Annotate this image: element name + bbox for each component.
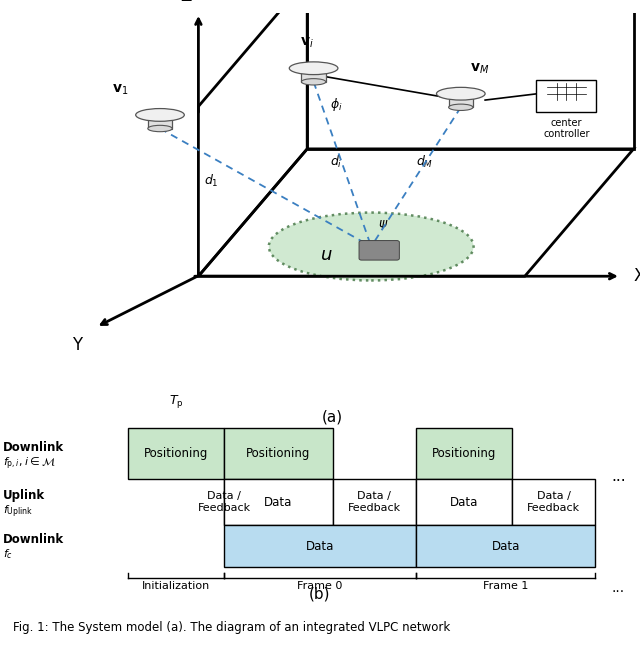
Ellipse shape: [289, 62, 338, 74]
Text: $f_{\mathrm{Uplink}}$: $f_{\mathrm{Uplink}}$: [3, 504, 33, 520]
Bar: [416, 428, 512, 479]
Text: $T_{\mathrm{p}}$: $T_{\mathrm{p}}$: [169, 393, 183, 410]
Text: Data: Data: [306, 539, 334, 552]
Text: Frame 1: Frame 1: [483, 581, 528, 591]
Text: $d_M$: $d_M$: [416, 153, 433, 170]
Text: Uplink: Uplink: [3, 489, 45, 502]
Text: Fig. 1: The System model (a). The diagram of an integrated VLPC network: Fig. 1: The System model (a). The diagra…: [13, 621, 450, 634]
Text: center
controller: center controller: [543, 118, 589, 140]
Text: Frame 0: Frame 0: [298, 581, 342, 591]
Ellipse shape: [436, 88, 485, 100]
Text: Data: Data: [264, 496, 292, 509]
Bar: [128, 428, 224, 479]
Bar: [148, 115, 172, 129]
Text: $d_i$: $d_i$: [330, 153, 342, 170]
Text: $\mathbf{v}_M$: $\mathbf{v}_M$: [470, 61, 490, 76]
Bar: [224, 428, 333, 479]
Text: $\phi_i$: $\phi_i$: [330, 96, 342, 113]
Text: Positioning: Positioning: [144, 447, 208, 460]
Text: Y: Y: [72, 336, 82, 354]
Text: Z: Z: [180, 0, 192, 5]
Ellipse shape: [148, 125, 172, 132]
Text: $\mathbf{v}_i$: $\mathbf{v}_i$: [300, 36, 314, 50]
Ellipse shape: [136, 108, 184, 121]
Bar: [301, 69, 326, 82]
Ellipse shape: [301, 78, 326, 85]
Text: Data /
Feedback: Data / Feedback: [527, 491, 580, 513]
Text: Data /
Feedback: Data / Feedback: [348, 491, 401, 513]
FancyBboxPatch shape: [536, 80, 596, 112]
Text: Positioning: Positioning: [246, 447, 310, 460]
Text: Downlink: Downlink: [3, 533, 65, 546]
Bar: [224, 525, 416, 567]
Bar: [224, 479, 333, 525]
Text: ...: ...: [611, 469, 626, 484]
Ellipse shape: [449, 104, 473, 110]
Text: $f_{\mathrm{p},i}, i \in \mathcal{M}$: $f_{\mathrm{p},i}, i \in \mathcal{M}$: [3, 456, 56, 472]
Bar: [416, 479, 512, 525]
Ellipse shape: [269, 213, 474, 281]
Bar: [449, 93, 473, 107]
Bar: [333, 479, 416, 525]
Text: $u$: $u$: [320, 246, 333, 264]
Text: $f_c$: $f_c$: [3, 547, 13, 561]
Text: Downlink: Downlink: [3, 441, 65, 454]
Text: ...: ...: [611, 581, 625, 595]
Bar: [512, 479, 595, 525]
FancyBboxPatch shape: [359, 240, 399, 260]
Text: $d_1$: $d_1$: [204, 172, 218, 189]
Text: Data /
Feedback: Data / Feedback: [197, 491, 251, 513]
Text: (b): (b): [309, 587, 331, 602]
Text: $\mathbf{v}_1$: $\mathbf{v}_1$: [111, 83, 128, 97]
Text: Positioning: Positioning: [432, 447, 496, 460]
Text: Initialization: Initialization: [142, 581, 210, 591]
Text: (a): (a): [322, 410, 344, 424]
Text: Data: Data: [492, 539, 520, 552]
Text: Data: Data: [450, 496, 478, 509]
Text: $\psi$: $\psi$: [378, 217, 388, 232]
Text: X: X: [634, 267, 640, 285]
Bar: [416, 525, 595, 567]
